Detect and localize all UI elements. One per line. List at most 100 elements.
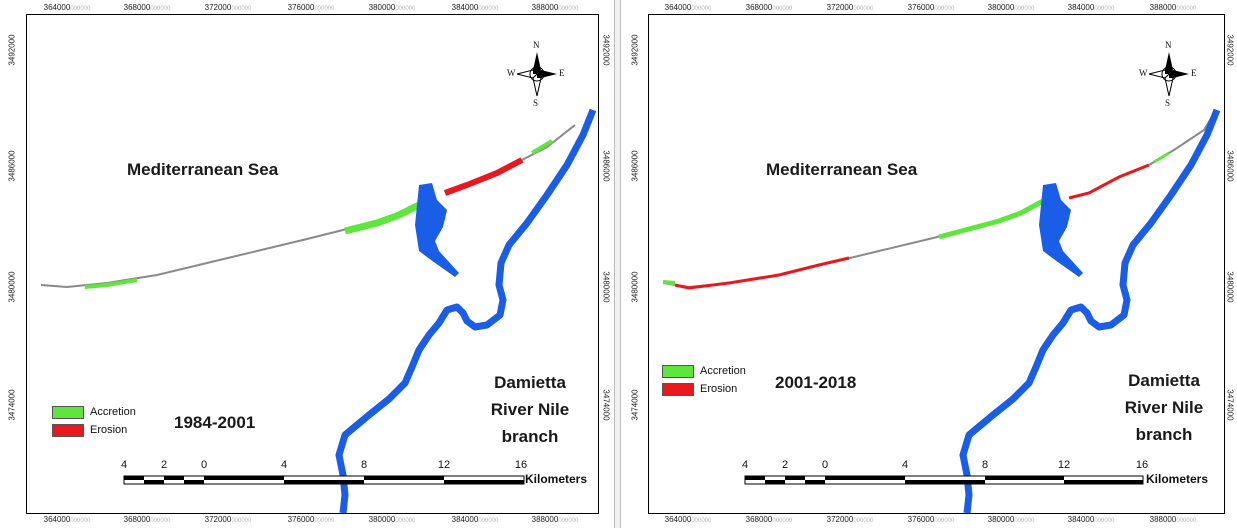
y-tick: 3474000 — [1225, 389, 1235, 421]
accretion-segment — [84, 278, 138, 289]
y-tick: 3492000 — [630, 34, 640, 66]
y-tick: 3480000 — [630, 271, 640, 303]
x-tick: 388000000000 — [531, 3, 579, 12]
legend: Accretion Erosion — [662, 362, 746, 398]
port-area — [415, 183, 459, 277]
sea-label: Mediterranean Sea — [766, 160, 918, 179]
x-tick: 384000000000 — [451, 515, 499, 524]
legend-swatch — [52, 423, 84, 437]
scale-tick: 12 — [437, 459, 451, 471]
map-panel-2001-2018: 364000000000 368000000000 372000000000 3… — [621, 0, 1237, 528]
scale-tick: 16 — [1135, 459, 1149, 471]
legend-label: Accretion — [700, 365, 746, 377]
x-tick: 368000000000 — [745, 515, 793, 524]
x-tick: 364000000000 — [664, 515, 712, 524]
legend-label: Erosion — [90, 424, 128, 436]
map-frame: Mediterranean Sea 2001-2018 Damietta Riv… — [648, 14, 1225, 514]
scale-tick: 12 — [1057, 459, 1071, 471]
scale-unit: Kilometers — [525, 472, 588, 486]
map-frame: Mediterranean Sea 1984-2001 Damietta Riv… — [26, 14, 599, 514]
x-tick: 364000000000 — [664, 3, 712, 12]
x-tick: 380000000000 — [987, 515, 1035, 524]
river-nile-branch — [335, 108, 597, 513]
scale-tick: 4 — [120, 459, 128, 471]
river-label-line: River Nile — [490, 400, 570, 419]
shoreline — [521, 124, 576, 161]
panel-separator — [614, 0, 621, 528]
compass-rose-icon — [1148, 52, 1189, 97]
north-arrow-icon: N S E W — [507, 40, 567, 110]
period-label: 1984-2001 — [174, 413, 256, 432]
x-tick: 372000000000 — [826, 515, 874, 524]
compass-rose-icon — [516, 52, 557, 97]
x-tick: 376000000000 — [287, 3, 335, 12]
accretion-segment — [1153, 151, 1170, 164]
period-label: 2001-2018 — [775, 373, 857, 392]
compass-w: W — [1139, 68, 1148, 78]
map-canvas — [662, 108, 1221, 513]
river-nile-branch — [959, 108, 1221, 513]
y-tick: 3480000 — [1225, 271, 1235, 303]
x-tick: 372000000000 — [204, 515, 252, 524]
legend-swatch — [662, 364, 694, 378]
river-label-line: Damietta — [494, 373, 566, 392]
y-tick: 3492000 — [601, 34, 611, 66]
legend-item-accretion: Accretion — [662, 362, 746, 380]
x-tick: 380000000000 — [368, 3, 416, 12]
sea-label: Mediterranean Sea — [127, 160, 279, 179]
shoreline — [40, 206, 420, 289]
legend: Accretion Erosion — [52, 403, 136, 439]
y-tick: 3486000 — [1225, 150, 1235, 182]
scale-tick: 16 — [514, 459, 528, 471]
accretion-segment — [938, 198, 1045, 240]
x-tick: 364000000000 — [43, 3, 91, 12]
x-tick: 372000000000 — [204, 3, 252, 12]
shoreline — [662, 202, 1042, 289]
y-tick: 3474000 — [601, 389, 611, 421]
y-tick: 3474000 — [7, 389, 17, 421]
accretion-segment — [344, 201, 421, 235]
scale-tick: 4 — [901, 459, 909, 471]
river-label-line: River Nile — [1124, 398, 1204, 417]
compass-n: N — [533, 40, 540, 50]
y-tick: 3492000 — [7, 34, 17, 66]
x-tick: 388000000000 — [1149, 3, 1197, 12]
scale-tick: 2 — [781, 459, 789, 471]
x-tick: 376000000000 — [907, 515, 955, 524]
erosion-segment — [443, 157, 524, 196]
x-tick: 368000000000 — [123, 3, 171, 12]
x-tick: 376000000000 — [287, 515, 335, 524]
x-tick: 384000000000 — [1067, 3, 1115, 12]
x-tick: 364000000000 — [43, 515, 91, 524]
x-tick: 388000000000 — [531, 515, 579, 524]
compass-e: E — [559, 68, 565, 78]
compass-e: E — [1191, 68, 1197, 78]
scale-bar — [123, 475, 525, 485]
y-tick: 3480000 — [7, 271, 17, 303]
y-tick: 3480000 — [601, 271, 611, 303]
x-tick: 380000000000 — [368, 515, 416, 524]
scale-tick: 8 — [981, 459, 989, 471]
x-tick: 388000000000 — [1149, 515, 1197, 524]
scale-tick: 4 — [280, 459, 288, 471]
x-tick: 380000000000 — [987, 3, 1035, 12]
scale-tick: 4 — [741, 459, 749, 471]
scale-tick: 0 — [821, 459, 829, 471]
river-label-line: Damietta — [1128, 371, 1200, 390]
north-arrow-icon: N S E W — [1139, 40, 1199, 110]
x-tick: 384000000000 — [451, 3, 499, 12]
scale-tick: 8 — [360, 459, 368, 471]
x-tick: 368000000000 — [745, 3, 793, 12]
compass-w: W — [507, 68, 516, 78]
legend-item-erosion: Erosion — [662, 380, 746, 398]
scale-tick: 0 — [200, 459, 208, 471]
accretion-segment — [530, 139, 554, 155]
river-label: Damietta River Nile branch — [1109, 367, 1219, 448]
river-label-line: branch — [1135, 425, 1193, 444]
y-tick: 3492000 — [1225, 34, 1235, 66]
map-panel-1984-2001: 364000000000 368000000000 372000000000 3… — [0, 0, 614, 528]
port-area — [1039, 183, 1083, 277]
legend-label: Accretion — [90, 406, 136, 418]
river-label: Damietta River Nile branch — [475, 369, 585, 450]
scale-tick: 2 — [160, 459, 168, 471]
